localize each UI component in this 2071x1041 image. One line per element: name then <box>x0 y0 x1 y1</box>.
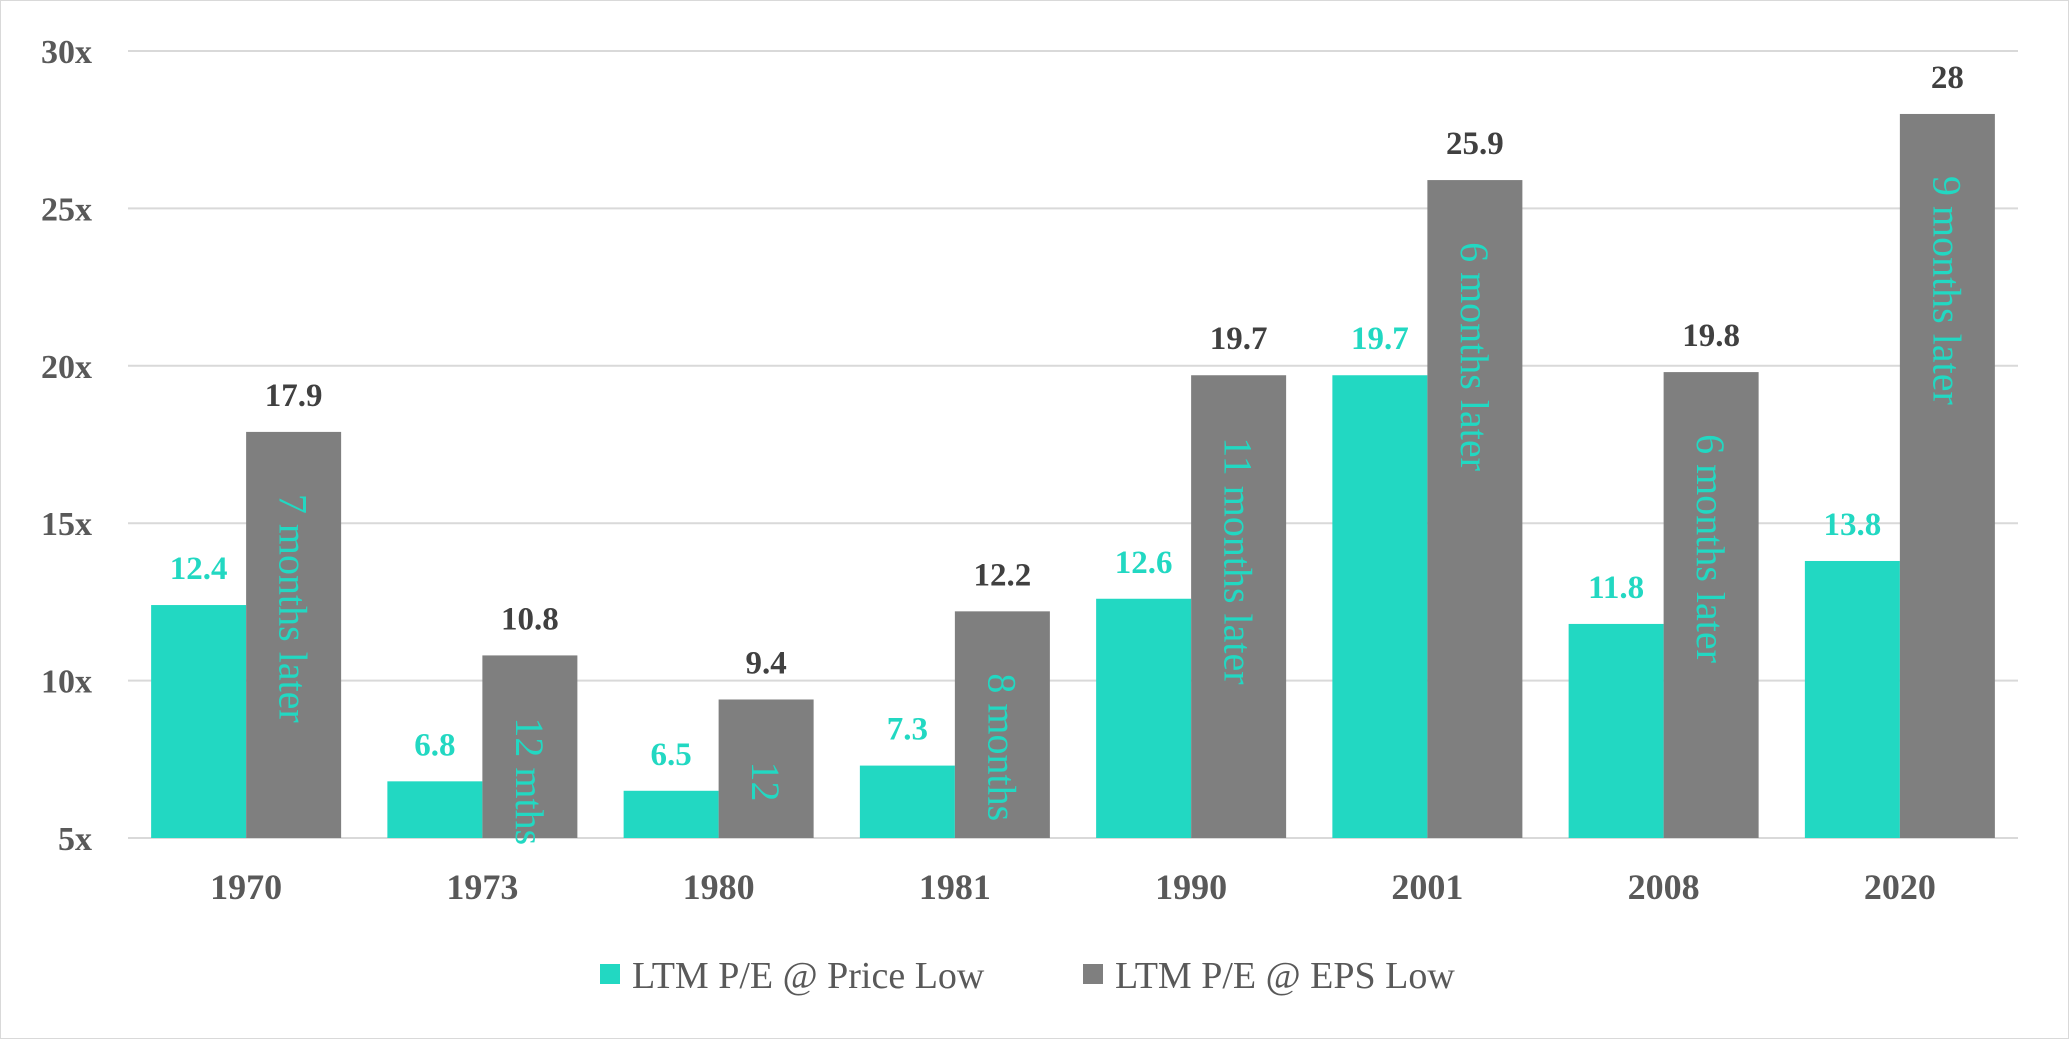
bars <box>151 113 1995 838</box>
price-low-bar <box>387 781 483 838</box>
price-low-bar <box>151 605 247 838</box>
months-later-annotation: 6 months later <box>1688 434 1733 663</box>
price-low-data-label: 12.6 <box>1115 545 1173 581</box>
eps-low-bar <box>1191 375 1287 838</box>
annotations: 7 months later 12 mths 12 8 months 11 months… <box>271 176 1970 845</box>
eps-low-data-label: 25.9 <box>1446 126 1504 162</box>
x-category-label: 1970 <box>210 867 282 907</box>
price-low-data-label: 19.7 <box>1351 321 1409 357</box>
y-tick-label: 15x <box>41 506 92 543</box>
eps-low-data-label: 12.2 <box>974 557 1032 593</box>
eps-low-data-label: 10.8 <box>501 601 559 637</box>
x-category-label: 2020 <box>1864 867 1936 907</box>
legend-label-price-low: LTM P/E @ Price Low <box>632 955 985 997</box>
legend: LTM P/E @ Price Low LTM P/E @ EPS Low <box>600 955 1455 997</box>
price-low-bar <box>623 790 719 838</box>
eps-low-data-label: 9.4 <box>746 645 787 681</box>
price-low-data-label: 7.3 <box>887 712 928 748</box>
price-low-data-label: 11.8 <box>1588 570 1644 606</box>
price-low-bar <box>1568 623 1664 838</box>
eps-low-data-label: 19.7 <box>1210 321 1268 357</box>
months-later-annotation: 9 months later <box>1924 176 1969 405</box>
eps-low-bar <box>718 699 814 838</box>
months-later-annotation: 6 months later <box>1452 242 1497 471</box>
eps-low-data-label: 17.9 <box>265 378 323 414</box>
eps-low-data-label: 19.8 <box>1682 318 1740 354</box>
legend-label-eps-low: LTM P/E @ EPS Low <box>1115 955 1455 997</box>
y-tick-label: 20x <box>41 349 92 386</box>
price-low-data-label: 6.8 <box>414 727 455 763</box>
y-tick-label: 25x <box>41 191 92 228</box>
x-category-label: 1973 <box>446 867 518 907</box>
x-category-label: 2001 <box>1391 867 1463 907</box>
eps-low-bar <box>1663 372 1759 838</box>
price-low-bar <box>1096 598 1192 838</box>
legend-swatch-price-low <box>600 964 620 984</box>
x-axis-category-labels: 1970 1973 1980 1981 1990 2001 2008 2020 <box>210 867 1936 907</box>
months-later-annotation: 11 months later <box>1216 437 1261 684</box>
eps-low-bar <box>1899 113 1995 838</box>
x-category-label: 1981 <box>919 867 991 907</box>
legend-swatch-eps-low <box>1083 964 1103 984</box>
y-tick-label: 5x <box>58 821 92 858</box>
y-tick-label: 30x <box>41 34 92 71</box>
months-later-annotation: 8 months <box>979 673 1024 821</box>
months-later-annotation: 7 months later <box>271 494 316 723</box>
y-axis-tick-labels: 5x 10x 15x 20x 25x 30x <box>41 34 92 858</box>
price-low-data-label: 12.4 <box>170 551 228 587</box>
months-later-annotation: 12 mths <box>507 717 552 845</box>
price-low-data-label: 13.8 <box>1824 507 1882 543</box>
price-low-data-label: 6.5 <box>651 737 692 773</box>
price-low-bar <box>859 765 955 838</box>
y-tick-label: 10x <box>41 664 92 701</box>
x-category-label: 2008 <box>1628 867 1700 907</box>
months-later-annotation: 12 <box>743 761 788 801</box>
eps-low-bar <box>954 611 1050 838</box>
x-category-label: 1990 <box>1155 867 1227 907</box>
price-low-bar <box>1332 375 1428 838</box>
data-labels: 12.4 17.9 6.8 10.8 6.5 9.4 7.3 12.2 12.6 19.7 19.7… <box>170 60 1964 773</box>
eps-low-bar <box>246 431 342 838</box>
price-low-bar <box>1804 560 1900 838</box>
x-category-label: 1980 <box>683 867 755 907</box>
eps-low-data-label: 28 <box>1931 60 1964 96</box>
eps-low-bar <box>482 655 578 838</box>
eps-low-bar <box>1427 180 1523 838</box>
